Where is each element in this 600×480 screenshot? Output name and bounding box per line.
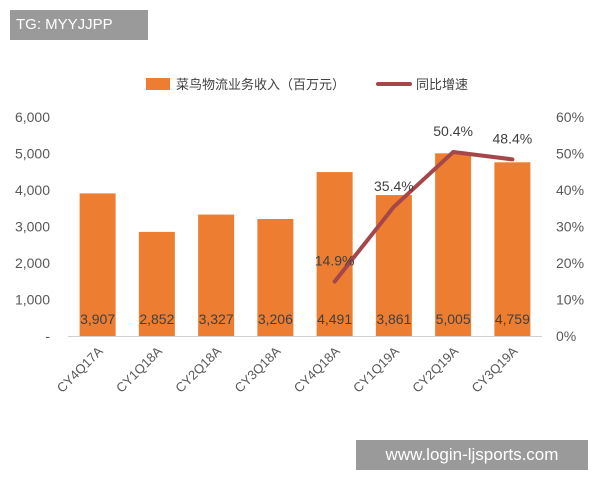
bar <box>257 218 294 336</box>
bar-value-label: 4,491 <box>317 311 352 327</box>
bar <box>138 231 175 336</box>
bar-series: 3,907 2,852 3,327 3,206 4,491 3,861 5,005 4,759 <box>79 153 531 336</box>
growth-line-series: 14.9% 35.4% 50.4% 48.4% <box>315 123 533 284</box>
right-axis: 0% 10% 20% 30% 40% 50% 60% <box>556 109 584 344</box>
left-axis: - 1,000 2,000 3,000 4,000 5,000 6,000 <box>15 109 50 344</box>
left-axis-tick-label: 5,000 <box>15 146 50 162</box>
right-axis-tick-label: 50% <box>556 146 584 162</box>
bar <box>494 162 531 336</box>
x-axis-category-label: CY3Q19A <box>468 343 520 395</box>
left-axis-tick-label: 2,000 <box>15 255 50 271</box>
left-axis-tick-label: 6,000 <box>15 109 50 125</box>
growth-value-label: 35.4% <box>374 178 414 194</box>
left-axis-tick-label: 4,000 <box>15 182 50 198</box>
x-axis-category-label: CY3Q18A <box>231 343 283 395</box>
growth-value-label: 50.4% <box>433 123 473 139</box>
bar-value-label: 5,005 <box>436 311 471 327</box>
left-axis-tick-label: - <box>45 328 50 344</box>
x-axis-category-label: CY1Q18A <box>113 343 165 395</box>
legend-swatch-bar <box>146 78 170 90</box>
bar-value-label: 3,206 <box>258 311 293 327</box>
bar <box>316 172 353 336</box>
growth-value-label: 48.4% <box>493 130 533 146</box>
right-axis-tick-label: 60% <box>556 109 584 125</box>
legend-label-bar: 菜鸟物流业务收入（百万元） <box>176 77 345 93</box>
bar <box>375 195 412 336</box>
tag-label: TG: MYYJJPP <box>10 10 148 40</box>
right-axis-tick-label: 40% <box>556 182 584 198</box>
x-axis-category-label: CY2Q18A <box>172 343 224 395</box>
right-axis-tick-label: 10% <box>556 292 584 308</box>
bar-value-label: 3,907 <box>80 311 115 327</box>
watermark: www.login-ljsports.com <box>356 440 588 470</box>
x-axis-category-label: CY4Q17A <box>54 343 106 395</box>
right-axis-tick-label: 0% <box>556 328 576 344</box>
legend: 菜鸟物流业务收入（百万元） 同比增速 <box>146 77 468 93</box>
growth-line <box>332 150 515 284</box>
bar <box>198 214 235 336</box>
left-axis-tick-label: 1,000 <box>15 292 50 308</box>
left-axis-tick-label: 3,000 <box>15 219 50 235</box>
bar-value-label: 4,759 <box>495 311 530 327</box>
bar-value-label: 2,852 <box>139 311 174 327</box>
x-axis-categories: CY4Q17A CY1Q18A CY2Q18A CY3Q18A CY4Q18A CY1Q1… <box>54 343 521 395</box>
bar <box>435 153 472 336</box>
right-axis-tick-label: 30% <box>556 219 584 235</box>
growth-value-label: 14.9% <box>315 253 355 269</box>
right-axis-tick-label: 20% <box>556 255 584 271</box>
bar-value-label: 3,327 <box>199 311 234 327</box>
x-axis-category-label: CY4Q18A <box>291 343 343 395</box>
legend-label-line: 同比增速 <box>416 78 468 93</box>
x-axis-category-label: CY1Q19A <box>350 343 402 395</box>
x-axis-category-label: CY2Q19A <box>409 343 461 395</box>
bar <box>79 193 116 336</box>
bar-value-label: 3,861 <box>376 311 411 327</box>
